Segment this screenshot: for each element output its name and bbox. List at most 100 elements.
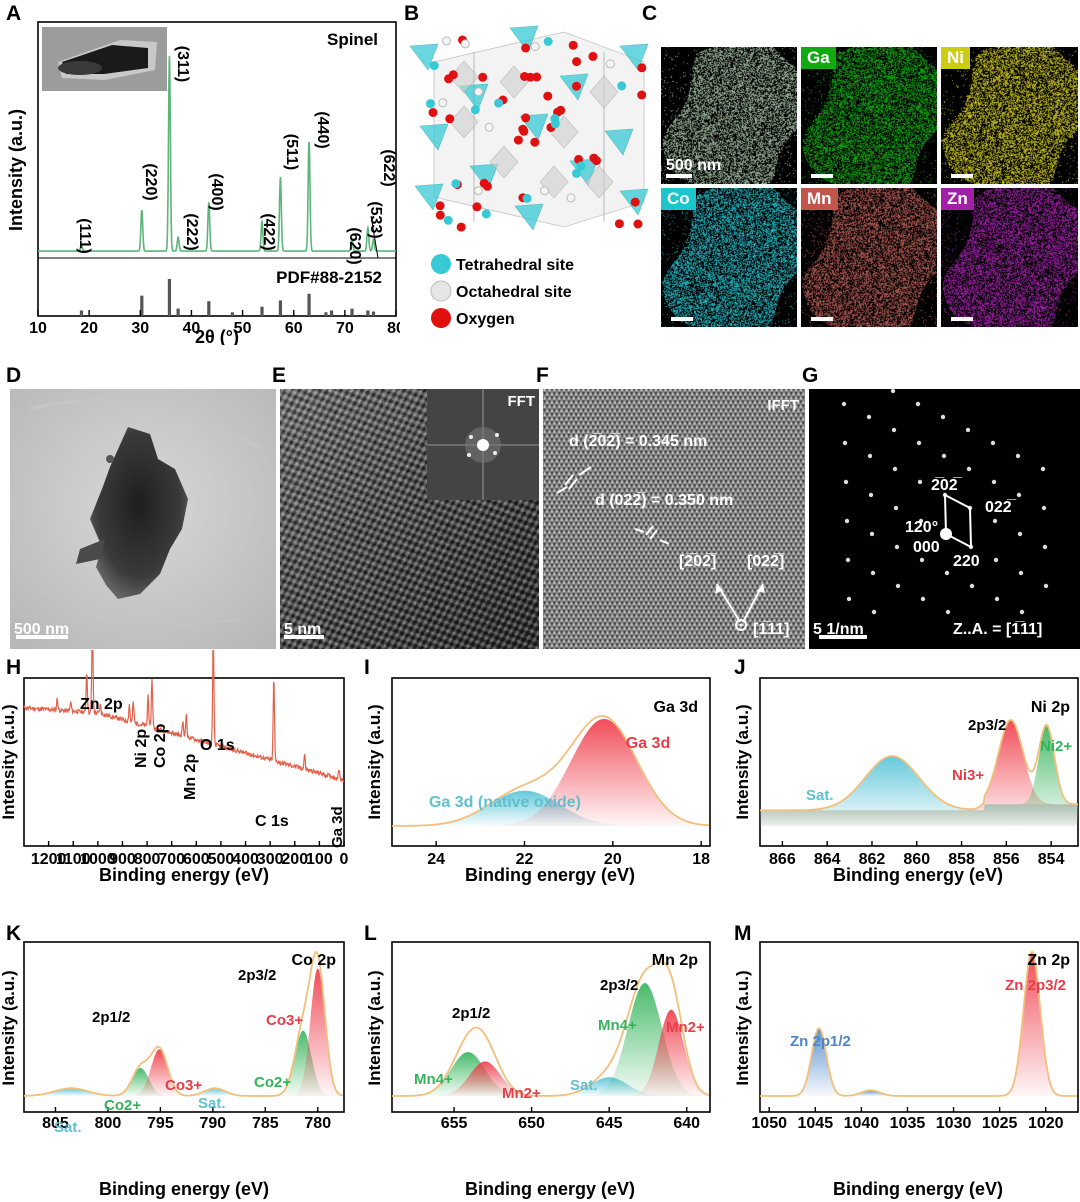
i-title: Ga 3d — [654, 699, 698, 716]
tetrahedron — [514, 203, 544, 231]
xps-xtick: 1035 — [890, 1115, 926, 1132]
xrd-reference-bar — [230, 312, 234, 316]
saed-spot — [966, 466, 972, 472]
xps-xtick: 1050 — [751, 1115, 787, 1132]
xps-xtick: 22 — [516, 851, 534, 868]
saed-spot — [1041, 505, 1047, 511]
xps-xtick: 795 — [147, 1115, 174, 1132]
xps-envelope — [392, 961, 710, 1097]
xps-component — [392, 1009, 710, 1096]
xrd-xlabel: 2θ (°) — [195, 327, 239, 345]
i-xlabel: Binding energy (eV) — [465, 865, 635, 885]
xps-envelope — [392, 715, 709, 827]
xps-xtick: 100 — [306, 851, 333, 868]
tetrahedral-atom — [543, 37, 553, 46]
tetrahedron — [414, 183, 444, 211]
d-spacing-2: d (022̅) = 0.350 nm — [595, 492, 734, 509]
oxygen-atom — [572, 81, 581, 91]
tetrahedral-atom — [522, 193, 532, 203]
legend-tetrahedral: Tetrahedral site — [456, 257, 574, 274]
xrd-ylabel: Intensity (a.u.) — [6, 109, 26, 231]
octahedral-atom — [540, 186, 549, 196]
xps-ga3d-chart: 24 22 20 18 Binding energy (eV) Intensity (… — [365, 677, 711, 885]
saed-spot — [892, 466, 898, 472]
saed-spot — [867, 453, 873, 459]
l-sub3: 2p3/2 — [600, 977, 638, 994]
saed-pattern: 2̅02̅ 022̅ 220 000 120° 5 1/nm Z..A. = [… — [809, 389, 1080, 649]
xps-xtick: 1040 — [844, 1115, 880, 1132]
xps-xtick: 1100 — [56, 851, 91, 868]
xps-component — [760, 1028, 1078, 1096]
saed-scalebar-label: 5 1/nm — [813, 621, 864, 638]
xps-xtick: 1020 — [1028, 1115, 1064, 1132]
fft-label: FFT — [507, 393, 536, 410]
saed-spot — [917, 479, 923, 485]
xrd-reference-bar — [307, 293, 311, 316]
tetrahedral-atom — [426, 99, 435, 109]
xps-zn2p-chart: 1050 1045 1040 1035 1030 1025 1020 Binding ene… — [733, 941, 1079, 1199]
hrtem-scalebar-label: 5 nm — [284, 621, 322, 638]
legend-oxygen: Oxygen — [456, 311, 515, 328]
xps-xtick: 640 — [673, 1115, 700, 1132]
oxygen-atom — [543, 91, 553, 101]
xps-xtick: 300 — [257, 851, 284, 868]
i-comp-ga: Ga 3d — [626, 735, 670, 752]
saed-spot — [1019, 609, 1025, 615]
saed-spot — [894, 544, 900, 550]
fft-inset: FFT — [427, 389, 539, 500]
tetrahedron — [409, 43, 439, 71]
j-ni2: Ni2+ — [1040, 738, 1072, 755]
xrd-peak-label: (220) — [142, 163, 159, 200]
xrd-reference-bar — [350, 308, 354, 316]
xrd-xtick: 80 — [387, 320, 400, 337]
m-z1: Zn 2p1/2 — [790, 1033, 851, 1050]
k-co2-b: Co2+ — [104, 1097, 141, 1114]
legend-octahedral: Octahedral site — [456, 284, 572, 301]
xps-component — [392, 983, 710, 1096]
xps-component — [760, 726, 1078, 826]
saed-spot — [893, 505, 899, 511]
eds-map-co: Co — [661, 188, 797, 327]
tetrahedral-atom — [443, 215, 453, 225]
panel-label-j: J — [734, 656, 746, 679]
xps-xtick: 650 — [518, 1115, 545, 1132]
xrd-xtick: 60 — [285, 320, 303, 337]
saed-spot — [990, 440, 996, 446]
oxygen-atom — [472, 202, 482, 212]
h-peak-ni: Ni 2p — [133, 729, 150, 768]
l-mn4-a: Mn4+ — [598, 1017, 637, 1034]
tetrahedron — [604, 128, 634, 156]
xps-xtick: 790 — [200, 1115, 227, 1132]
tetrahedral-atom — [550, 119, 560, 129]
octahedral-atom — [438, 98, 448, 108]
xps-xtick: 700 — [158, 851, 185, 868]
xps-component — [760, 952, 1078, 1096]
xrd-reference-bar — [366, 310, 370, 316]
saed-spot — [1016, 492, 1022, 498]
octahedral-atom — [484, 122, 494, 132]
xrd-reference-bar — [371, 311, 376, 316]
oxygen-atom — [633, 219, 643, 229]
octahedron — [489, 145, 519, 179]
octahedral-atom — [442, 36, 452, 46]
saed-spot — [844, 518, 850, 524]
xps-xtick: 500 — [208, 851, 235, 868]
xrd-reference-bar — [329, 310, 334, 316]
xrd-reference-bar — [79, 310, 84, 316]
saed-spot — [895, 583, 901, 589]
xrd-xtick: 10 — [29, 320, 47, 337]
l-sat: Sat. — [570, 1077, 598, 1094]
k-title: Co 2p — [292, 952, 337, 969]
xps-component — [392, 1061, 710, 1096]
k-sub3: 2p3/2 — [238, 967, 276, 984]
eds-map-overlay: 500 nm — [661, 47, 797, 184]
map-label-ni: Ni — [941, 47, 970, 69]
k-co3-a: Co3+ — [266, 1012, 303, 1029]
saed-spot — [992, 518, 998, 524]
h-peak-o: O 1s — [200, 737, 235, 754]
octahedral-atom — [605, 59, 615, 69]
panel-label-f: F — [536, 364, 549, 387]
direction-1: [2̅02̅] — [679, 553, 717, 570]
xps-xtick: 862 — [859, 851, 886, 868]
oxygen-atom — [589, 153, 599, 163]
